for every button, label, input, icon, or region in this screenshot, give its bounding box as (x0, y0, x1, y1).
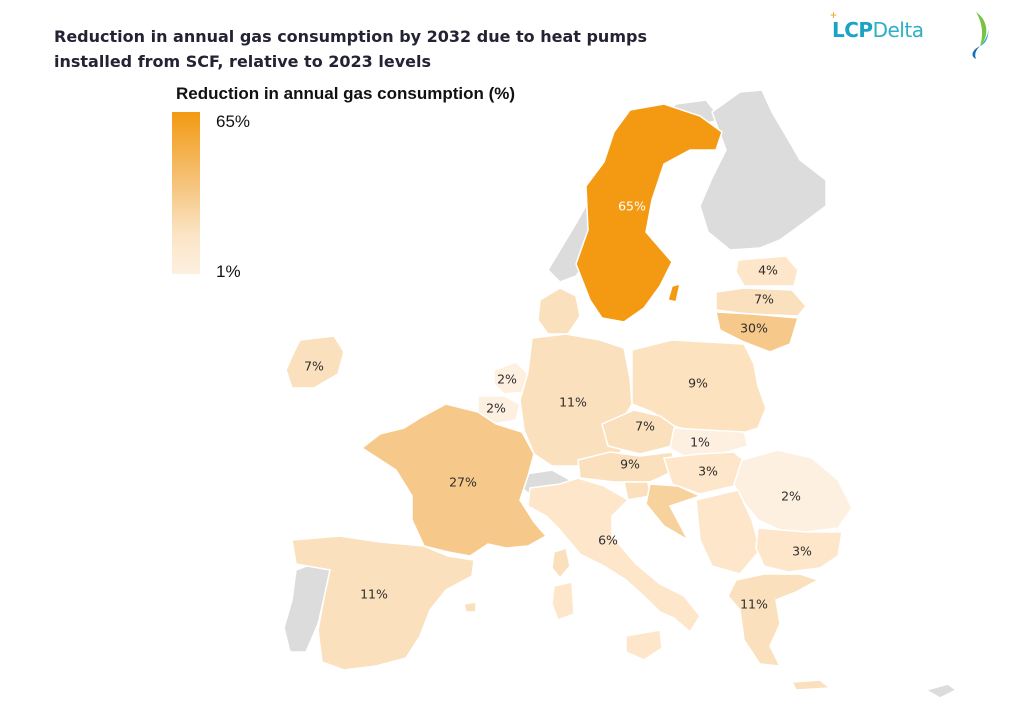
country-sweden (575, 103, 723, 323)
country-finland (699, 89, 827, 251)
label-bulgaria: 3% (792, 544, 812, 559)
label-latvia: 7% (754, 292, 774, 307)
logo-text-delta: Delta (872, 18, 924, 42)
label-hungary: 3% (698, 464, 718, 479)
island-corsica (551, 547, 571, 580)
leaf-logo-icon (972, 12, 989, 59)
country-poland (631, 339, 767, 437)
country-bulgaria (755, 527, 843, 573)
label-belgium: 2% (486, 401, 506, 416)
country-denmark (537, 287, 581, 335)
legend-title: Reduction in annual gas consumption (%) (176, 84, 516, 103)
label-france: 27% (449, 475, 477, 490)
country-spain (291, 535, 475, 671)
label-sweden: 65% (618, 199, 646, 214)
label-germany: 11% (559, 395, 587, 410)
label-greece: 11% (740, 597, 768, 612)
country-italy (527, 477, 701, 634)
island-balearic (463, 601, 477, 613)
country-serbia-balkans (695, 489, 761, 575)
country-lithuania (715, 311, 799, 353)
legend-min-label: 1% (216, 262, 241, 281)
label-czechia: 7% (635, 419, 655, 434)
label-spain: 11% (360, 587, 388, 602)
country-slovakia (669, 427, 749, 457)
island-gotland (667, 282, 681, 303)
label-netherlands: 2% (497, 372, 517, 387)
spark-icon: + (830, 8, 838, 22)
label-romania: 2% (781, 489, 801, 504)
island-crete (790, 679, 832, 691)
label-austria: 9% (620, 457, 640, 472)
chart-title: Reduction in annual gas consumption by 2… (54, 27, 647, 71)
label-lithuania: 30% (740, 321, 768, 336)
island-sicily (625, 629, 663, 661)
country-slovenia (623, 481, 651, 501)
country-ireland (285, 335, 345, 389)
country-croatia (645, 483, 703, 542)
country-greece (727, 573, 820, 667)
label-ireland: 7% (304, 359, 324, 374)
logo-text-lcp: LCP (832, 18, 873, 42)
island-sardinia (551, 581, 575, 621)
label-italy: 6% (598, 533, 618, 548)
label-poland: 9% (688, 376, 708, 391)
label-slovakia: 1% (690, 435, 710, 450)
country-estonia (735, 255, 799, 287)
country-labels: 65% 4% 7% 30% 7% 2% 2% 11% 9% 7% 1% 9% 3… (304, 199, 812, 612)
country-latvia (715, 287, 807, 317)
legend-color-bar (172, 112, 200, 274)
legend-max-label: 65% (216, 112, 251, 131)
country-france (360, 403, 548, 557)
label-estonia: 4% (758, 263, 778, 278)
island-cyprus (924, 683, 958, 699)
